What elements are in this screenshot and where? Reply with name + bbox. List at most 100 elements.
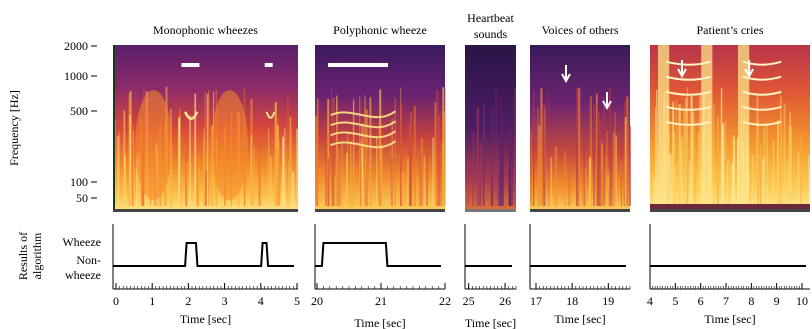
spectrogram-streak xyxy=(341,143,343,206)
spectrogram-streak xyxy=(442,87,445,206)
spectrogram-streak xyxy=(568,159,571,206)
freq-tick-500: 500 xyxy=(70,104,88,118)
spectrogram-streak xyxy=(610,154,614,206)
spectrogram-streak xyxy=(584,168,587,206)
spectrogram-streak xyxy=(203,128,205,206)
spectrogram-streak xyxy=(289,116,292,206)
wheeze-marker-bar xyxy=(264,63,273,67)
spectrogram-streak xyxy=(244,175,246,206)
spectrogram-streak xyxy=(678,104,681,206)
spectrogram-streak xyxy=(206,94,209,206)
spectrogram-streak xyxy=(499,136,501,206)
cry-burst xyxy=(658,45,670,212)
spectrogram-streak xyxy=(540,88,543,206)
freq-tick-2000: 2000 xyxy=(64,39,88,53)
spectrogram-streak xyxy=(655,107,656,206)
spectrogram-baseline xyxy=(113,209,298,212)
spectrogram-streak xyxy=(333,176,336,206)
spectrogram-streak xyxy=(691,111,695,206)
time-tick-label: 26 xyxy=(499,294,511,308)
time-axis-label: Time [sec] xyxy=(704,312,755,326)
wheeze-trace xyxy=(265,111,276,119)
spectrogram-streak xyxy=(751,155,754,206)
spectrogram xyxy=(650,45,810,212)
spectrogram-streak xyxy=(720,88,723,206)
polyphonic-trace xyxy=(330,120,397,129)
time-tick-label: 21 xyxy=(375,294,387,308)
time-tick-label: 25 xyxy=(463,294,475,308)
panel-mono: Monophonic wheezes 0 1 2 3 4 5 Time [sec] xyxy=(112,23,300,326)
spectrogram-streak xyxy=(205,170,207,206)
spectrogram-streak xyxy=(378,124,381,206)
time-tick-label: 6 xyxy=(698,294,704,308)
spectrogram-streak xyxy=(361,123,364,206)
spectrogram-streak xyxy=(601,144,604,206)
spectrogram-streak xyxy=(601,171,602,206)
spectrogram-streak xyxy=(509,130,511,206)
time-axis-label: Time [sec] xyxy=(354,316,405,329)
spectrogram-baseline xyxy=(530,209,630,212)
spectrogram-streak xyxy=(748,155,751,206)
time-tick-label: 7 xyxy=(723,294,729,308)
panel-voices: Voices of others 17 18 19 Time [sec] xyxy=(529,23,631,326)
spectrogram-streak xyxy=(597,111,600,206)
spectrogram-streak xyxy=(721,123,725,206)
spectrogram-streak xyxy=(674,142,676,206)
spectrogram-streak xyxy=(133,130,134,206)
spectrogram-streak xyxy=(332,97,335,206)
spectrogram-streak xyxy=(491,107,494,206)
panel-title: Voices of others xyxy=(541,23,618,37)
spectrogram-streak xyxy=(694,128,696,206)
spectrogram-streak xyxy=(613,132,616,206)
spectrogram-streak xyxy=(413,105,416,206)
spectrogram-streak xyxy=(615,135,617,206)
time-axis-label: Time [sec] xyxy=(465,316,516,329)
spectrogram-streak xyxy=(799,133,802,206)
spectrogram-streak xyxy=(292,171,295,206)
spectrogram-streak xyxy=(364,95,366,206)
detection-result-line xyxy=(315,242,441,267)
spectrogram-streak xyxy=(762,158,765,206)
time-tick-label: 4 xyxy=(647,294,653,308)
spectrogram-streak xyxy=(204,91,206,206)
spectrogram-streak xyxy=(607,171,610,206)
spectrogram-streak xyxy=(713,104,715,206)
spectrogram-streak xyxy=(595,93,598,206)
spectrogram-streak xyxy=(722,177,724,206)
spectrogram-streak xyxy=(194,93,197,206)
spectrogram-streak xyxy=(690,95,693,206)
spectrogram-streak xyxy=(596,105,599,206)
spectrogram-streak xyxy=(137,153,141,206)
spectrogram-streak xyxy=(401,171,403,206)
spectrogram-streak xyxy=(675,100,677,206)
spectrogram-streak xyxy=(620,160,623,206)
panel-cries: Patient’s cries 4 5 6 7 8 9 10 Time [sec] xyxy=(647,23,810,326)
spectrogram-streak xyxy=(346,153,348,206)
spectrogram-streak xyxy=(689,160,691,206)
spectrogram-streak xyxy=(491,177,493,206)
spectrogram-streak xyxy=(288,160,289,206)
spectrogram-streak xyxy=(426,133,428,206)
spectrogram-streak xyxy=(582,176,584,206)
spectrogram-streak xyxy=(685,97,688,206)
spectrogram-streak xyxy=(530,130,532,206)
harmonic-trace xyxy=(665,120,782,126)
polyphonic-trace xyxy=(330,110,397,119)
spectrogram-streak xyxy=(118,132,121,206)
spectrogram-streak xyxy=(331,88,332,206)
spectrogram-streak xyxy=(277,148,280,206)
time-tick-label: 5 xyxy=(672,294,678,308)
spectrogram-streak xyxy=(189,115,191,206)
spectrogram-streak xyxy=(495,89,497,206)
wheeze-marker-bar xyxy=(181,63,200,67)
panel-title: Patient’s cries xyxy=(697,23,764,37)
time-tick-label: 4 xyxy=(258,294,264,308)
polyphonic-trace xyxy=(330,130,397,139)
spectrogram-streak xyxy=(797,152,800,206)
spectrogram-streak xyxy=(132,123,134,206)
polyphonic-trace xyxy=(330,140,397,149)
spectrogram-streak xyxy=(609,88,611,206)
spectrogram-streak xyxy=(623,156,626,206)
time-tick-label: 18 xyxy=(566,294,578,308)
